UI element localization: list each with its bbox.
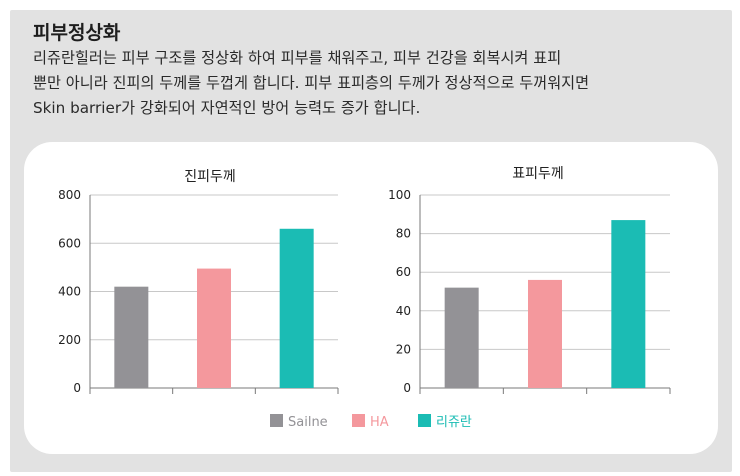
legend-label: HA — [370, 415, 389, 430]
bar-sailne — [444, 287, 479, 388]
y-tick-label: 20 — [396, 342, 411, 356]
bar-ha — [528, 279, 562, 388]
description: 리쥬란힐러는 피부 구조를 정상화 하여 피부를 채워주고, 피부 건강을 회복… — [33, 46, 723, 121]
description-line: 뿐만 아니라 진피의 두께를 두껍게 합니다. 피부 표피층의 두께가 정상적으… — [33, 74, 590, 92]
legend-swatch — [352, 414, 365, 427]
legend-label: Sailne — [288, 415, 328, 430]
legend-swatch — [418, 414, 431, 427]
legend-swatch — [270, 414, 283, 427]
description-line: 리쥬란힐러는 피부 구조를 정상화 하여 피부를 채워주고, 피부 건강을 회복… — [33, 49, 562, 67]
chart-title: 진피두께 — [184, 169, 236, 185]
chart-title: 표피두께 — [512, 166, 564, 182]
y-tick-label: 60 — [396, 265, 411, 279]
bar-sailne — [114, 286, 149, 388]
y-tick-label: 0 — [73, 381, 81, 395]
description-line: Skin barrier가 강화되어 자연적인 방어 능력도 증가 합니다. — [33, 99, 421, 117]
bar-ha — [197, 268, 231, 388]
bar-rejuran — [279, 228, 314, 388]
page-title: 피부정상화 — [33, 22, 121, 44]
y-tick-label: 600 — [58, 236, 81, 250]
bar-rejuran — [611, 220, 646, 388]
y-tick-label: 40 — [396, 304, 411, 318]
y-tick-label: 400 — [58, 285, 81, 299]
y-tick-label: 0 — [403, 381, 411, 395]
y-tick-label: 100 — [388, 188, 411, 202]
legend-label: 리쥬란 — [436, 415, 472, 430]
y-tick-label: 200 — [58, 333, 81, 347]
y-tick-label: 800 — [58, 188, 81, 202]
y-tick-label: 80 — [396, 227, 411, 241]
